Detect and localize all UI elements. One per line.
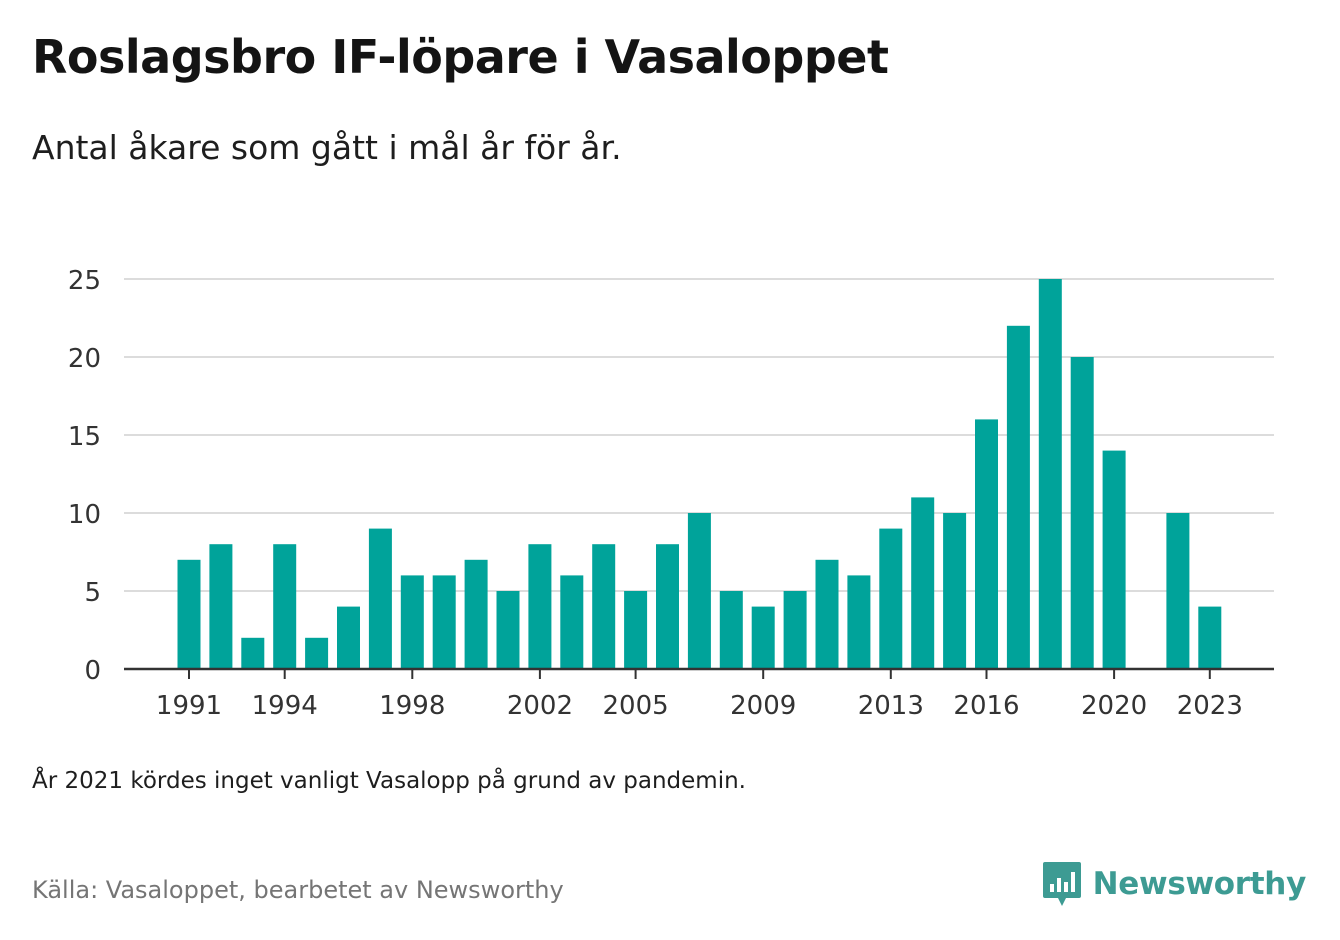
bar: [209, 544, 233, 669]
bar: [624, 591, 648, 669]
bar: [879, 528, 903, 669]
bar: [687, 513, 711, 669]
bar: [1166, 513, 1190, 669]
bar: [337, 606, 360, 669]
bar-chart: 0 5 10 15 20 25 1991 1994 1998 2002 2005 2009 2013 20…: [68, 266, 1274, 721]
brand-name: Newsworthy: [1092, 866, 1307, 902]
bar: [592, 544, 616, 669]
x-tick-label: 1998: [379, 691, 445, 721]
bar-chart-speech-bubble-icon: [1042, 862, 1081, 906]
x-tick-label: 2009: [730, 691, 796, 721]
bar: [719, 591, 743, 669]
brand-logo: Newsworthy: [1041, 860, 1306, 908]
x-tick-label: 2020: [1081, 691, 1147, 721]
bar: [464, 559, 488, 669]
bar: [1006, 325, 1030, 669]
bar: [847, 575, 871, 669]
bar: [975, 419, 998, 669]
bar: [273, 544, 297, 669]
bar: [241, 637, 265, 669]
bar: [815, 559, 839, 669]
bar: [432, 575, 456, 669]
bar: [1198, 606, 1222, 669]
y-tick-label: 25: [68, 266, 101, 296]
x-tick-label: 2016: [953, 691, 1019, 721]
x-tick-label: 2005: [603, 691, 669, 721]
bar: [368, 528, 392, 669]
chart-title: Roslagsbro IF-löpare i Vasaloppet: [32, 30, 889, 84]
bar: [305, 637, 329, 669]
bar: [783, 591, 807, 669]
y-tick-label: 5: [84, 578, 101, 608]
chart-note: År 2021 kördes inget vanligt Vasalopp på…: [32, 768, 746, 794]
bar: [1102, 450, 1126, 669]
bar: [943, 513, 967, 669]
x-tick-label: 2023: [1177, 691, 1243, 721]
source-credit: Källa: Vasaloppet, bearbetet av Newswort…: [32, 876, 564, 904]
x-tick-label: 2002: [507, 691, 573, 721]
bar: [751, 606, 775, 669]
bar: [1038, 279, 1062, 669]
x-tick-label: 2013: [858, 691, 924, 721]
bar: [528, 544, 552, 669]
bar: [656, 544, 679, 669]
bar: [1070, 357, 1094, 669]
bar: [400, 575, 424, 669]
y-tick-label: 20: [68, 344, 101, 374]
y-tick-label: 15: [68, 422, 101, 452]
bar: [560, 575, 584, 669]
chart-subtitle: Antal åkare som gått i mål år för år.: [32, 128, 622, 167]
y-tick-label: 10: [68, 500, 101, 530]
x-tick-label: 1994: [252, 691, 318, 721]
bar: [911, 497, 935, 669]
bar: [177, 559, 201, 669]
y-tick-label: 0: [84, 656, 101, 686]
bar: [496, 591, 520, 669]
x-tick-label: 1991: [156, 691, 222, 721]
